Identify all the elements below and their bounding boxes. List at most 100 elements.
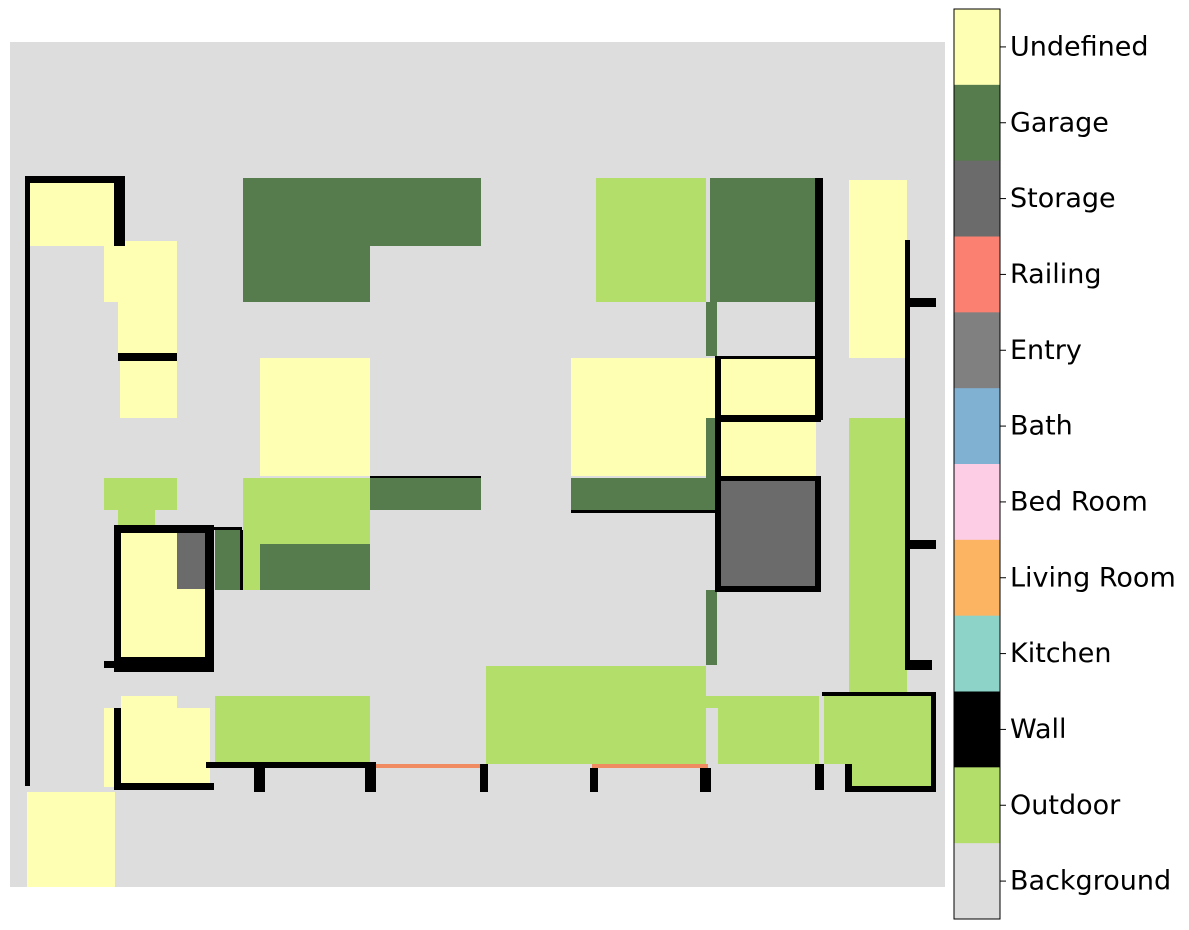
legend-label: Outdoor <box>1010 790 1121 821</box>
outdoor-region <box>104 478 177 510</box>
outdoor-region <box>849 418 907 696</box>
wall-segment <box>715 415 821 422</box>
outdoor-region <box>243 544 260 590</box>
wall-segment <box>114 525 214 533</box>
undefined-region <box>27 792 115 887</box>
garage-region <box>710 178 815 302</box>
wall-segment <box>822 692 936 696</box>
legend-label: Railing <box>1010 259 1101 290</box>
undefined-region <box>121 696 177 710</box>
wall-segment <box>700 768 711 792</box>
wall-segment <box>715 356 721 592</box>
legend-label: Undefined <box>1010 31 1149 62</box>
wall-segment <box>240 530 243 590</box>
wall-segment <box>370 476 481 478</box>
garage-region <box>260 544 370 590</box>
wall-segment <box>254 762 265 792</box>
wall-regions <box>25 176 936 792</box>
garage-region <box>706 418 717 478</box>
undefined-region <box>849 180 907 358</box>
wall-segment <box>845 764 852 792</box>
undefined-region <box>260 358 370 476</box>
legend-label: Kitchen <box>1010 638 1111 669</box>
undefined-regions <box>27 180 907 887</box>
undefined-region <box>104 708 210 787</box>
outdoor-region <box>706 696 718 708</box>
wall-segment <box>114 657 214 672</box>
colorbar-swatches <box>954 9 1000 920</box>
wall-segment <box>114 708 121 790</box>
outdoor-region <box>486 666 706 764</box>
undefined-region <box>720 422 816 476</box>
legend-label: Garage <box>1010 107 1109 138</box>
wall-segment <box>365 762 376 792</box>
undefined-region <box>104 241 177 302</box>
garage-region <box>706 302 717 356</box>
undefined-region <box>720 358 816 415</box>
railing-region <box>376 764 482 768</box>
wall-segment <box>910 540 936 549</box>
legend-swatch-living-room <box>954 539 1000 617</box>
legend-label: Storage <box>1010 183 1116 214</box>
legend-swatch-bed-room <box>954 464 1000 541</box>
storage-region <box>721 481 816 586</box>
wall-segment <box>845 786 936 792</box>
outdoor-region <box>718 696 819 764</box>
storage-regions <box>177 481 816 589</box>
railing-regions <box>376 764 708 768</box>
legend-swatch-undefined <box>954 9 1000 86</box>
legend-label: Bath <box>1010 411 1073 442</box>
wall-segment <box>715 586 821 592</box>
wall-segment <box>25 176 125 183</box>
wall-segment <box>590 768 598 792</box>
railing-region <box>592 764 708 768</box>
legend-swatch-entry <box>954 312 1000 389</box>
wall-segment <box>815 764 824 790</box>
legend-swatch-outdoor <box>954 767 1000 844</box>
outdoor-region <box>824 696 931 764</box>
legend-swatch-wall <box>954 691 1000 768</box>
outdoor-region <box>243 478 370 544</box>
colorbar-labels: Undefined Garage Storage Railing Entry Bath Be… <box>1010 31 1176 896</box>
outdoor-region <box>596 178 706 302</box>
wall-segment <box>206 762 376 768</box>
wall-segment <box>571 510 716 513</box>
undefined-region <box>30 183 118 246</box>
legend-label: Entry <box>1010 335 1082 366</box>
undefined-region <box>118 300 177 355</box>
wall-segment <box>118 353 177 361</box>
legend-swatch-kitchen <box>954 615 1000 692</box>
colorbar-frame <box>953 8 1001 920</box>
wall-segment <box>905 240 910 670</box>
floor-plan <box>10 42 945 887</box>
wall-segment <box>114 176 125 246</box>
garage-region <box>243 178 481 246</box>
legend-swatch-garage <box>954 84 1000 162</box>
outdoor-region <box>852 764 931 790</box>
outdoor-region <box>215 696 370 764</box>
wall-segment <box>114 525 121 672</box>
wall-segment <box>114 783 214 790</box>
legend-swatch-railing <box>954 236 1000 313</box>
legend-swatch-bath <box>954 388 1000 465</box>
legend-swatch-background <box>954 843 1000 920</box>
undefined-region <box>120 361 177 418</box>
garage-region <box>571 478 716 510</box>
wall-segment <box>205 525 214 672</box>
colorbar-ticks <box>1000 46 1006 882</box>
wall-segment <box>25 176 30 786</box>
wall-segment <box>214 527 242 530</box>
garage-region <box>215 528 240 590</box>
wall-segment <box>910 298 936 307</box>
wall-segment <box>931 692 936 792</box>
garage-region <box>706 590 717 665</box>
outdoor-regions <box>104 178 931 790</box>
legend-label: Bed Room <box>1010 486 1148 517</box>
legend-label: Wall <box>1010 714 1067 745</box>
garage-regions <box>215 178 815 665</box>
wall-segment <box>104 661 116 668</box>
wall-segment <box>480 764 488 792</box>
wall-segment <box>910 660 932 670</box>
outdoor-region <box>118 510 155 525</box>
